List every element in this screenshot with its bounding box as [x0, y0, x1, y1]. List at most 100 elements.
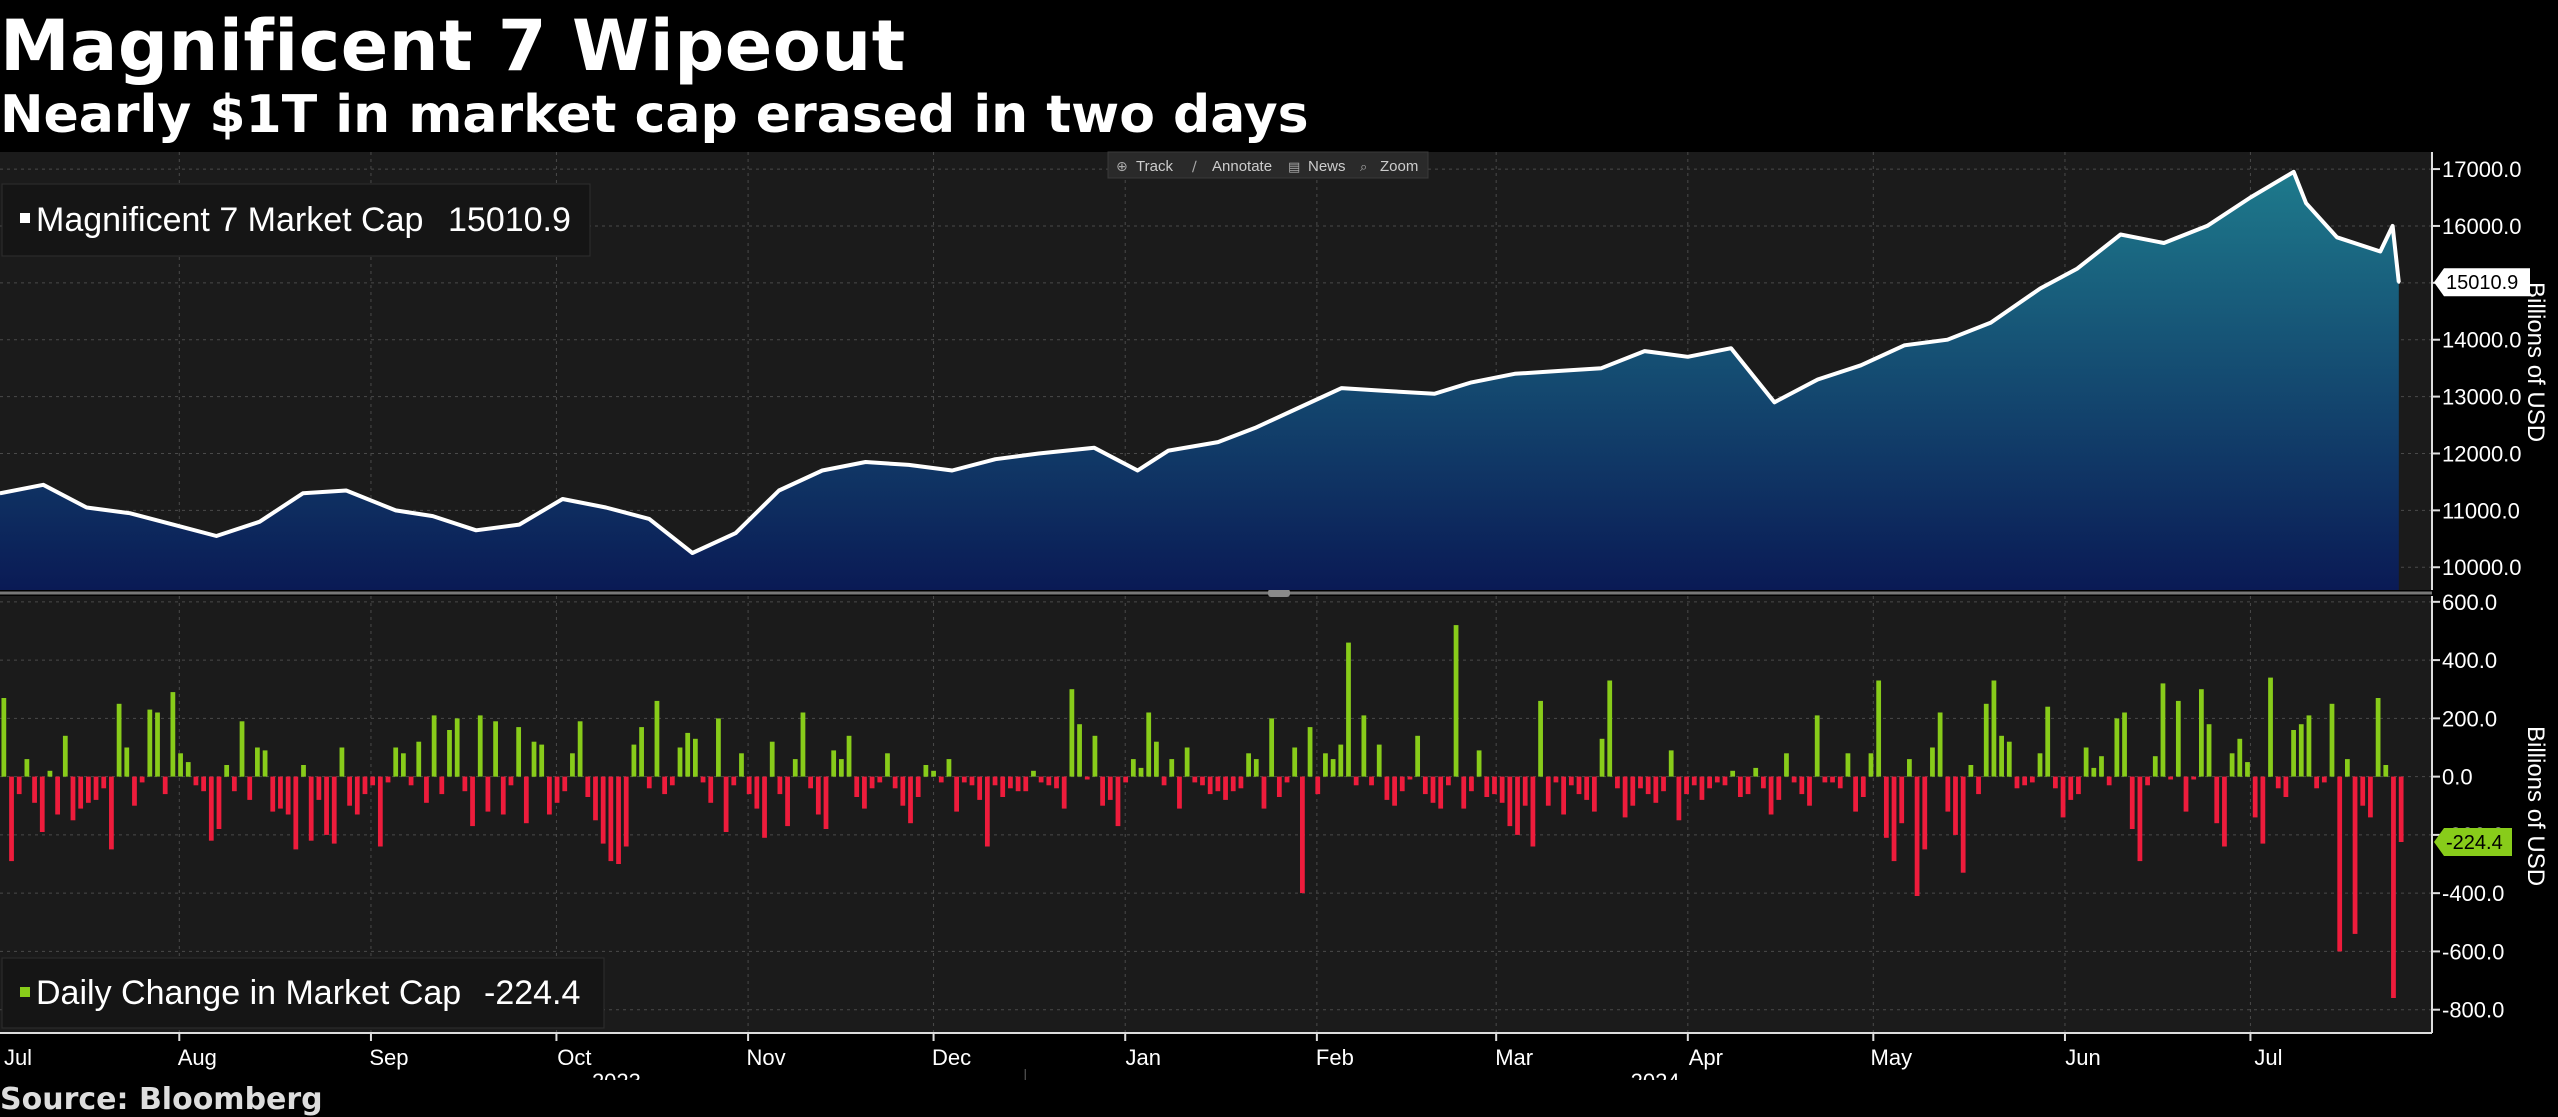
daily-change-bar [293, 776, 299, 850]
toolbar-annotate-button[interactable]: ∕ Annotate [1192, 158, 1272, 175]
panel-divider-handle[interactable] [1268, 589, 1290, 597]
daily-change-bar [1830, 776, 1835, 783]
daily-change-bar [1330, 759, 1336, 777]
x-tick-label: Sep [369, 1045, 408, 1070]
market-cap-point [734, 531, 738, 535]
daily-change-bar [631, 744, 637, 777]
market-cap-point [517, 523, 521, 527]
daily-change-bar [401, 753, 406, 777]
daily-change-bar [2106, 776, 2112, 786]
daily-change-bar [354, 776, 360, 815]
daily-change-bar [700, 776, 706, 783]
daily-change-bar [431, 715, 437, 777]
daily-change-bar [2337, 776, 2343, 952]
market-cap-point [2391, 224, 2395, 228]
daily-change-bar [1761, 776, 1766, 789]
daily-change-bar [2068, 776, 2074, 800]
daily-change-bar [1853, 776, 1858, 812]
toolbar-zoom-label: Zoom [1380, 158, 1418, 175]
daily-change-bar [1207, 776, 1213, 795]
market-cap-point [2075, 267, 2079, 271]
daily-change-bar [1300, 776, 1305, 894]
daily-change-bar [70, 776, 76, 821]
daily-change-bar [339, 747, 345, 777]
daily-change-bar [1069, 689, 1075, 777]
daily-change-bar [1545, 776, 1551, 806]
daily-change-bar [539, 744, 545, 777]
daily-change-bar [170, 692, 176, 777]
market-cap-point [474, 528, 478, 532]
lower-y-tick-label: 400.0 [2442, 648, 2497, 673]
x-tick-label: Jan [1125, 1045, 1160, 1070]
chart-canvas[interactable]: 10000.011000.012000.013000.014000.015000… [0, 150, 2558, 1080]
daily-change-bar [792, 759, 798, 777]
toolbar-zoom-button[interactable]: ⌕ Zoom [1360, 158, 1418, 175]
daily-change-bar [2252, 776, 2258, 818]
daily-change-bar [1200, 776, 1205, 786]
x-tick-label: Dec [932, 1045, 971, 1070]
chart-title: Magnificent 7 Wipeout [0, 5, 906, 87]
upper-last-value-tag: 15010.9 [2434, 268, 2530, 297]
daily-change-bar [1676, 776, 1682, 821]
daily-change-bar [639, 727, 644, 777]
daily-change-bar [39, 776, 45, 832]
x-tick-label: Jul [2254, 1045, 2282, 1070]
daily-change-bar [1453, 625, 1459, 777]
daily-change-bar [531, 741, 537, 777]
market-cap-point [1902, 343, 1906, 347]
daily-change-bar [969, 776, 975, 786]
daily-change-bar [685, 732, 691, 777]
daily-change-bar [1668, 750, 1674, 777]
daily-change-bar [570, 753, 575, 777]
daily-change-bar [2229, 753, 2235, 777]
daily-change-bar [562, 776, 568, 792]
daily-change-bar [2029, 776, 2035, 783]
daily-change-bar [662, 776, 668, 795]
daily-change-bar [600, 776, 606, 844]
daily-change-bar [984, 776, 990, 847]
daily-change-bar [393, 747, 399, 777]
daily-change-bar [2014, 776, 2020, 789]
market-cap-point [2038, 287, 2042, 291]
daily-change-bar [1845, 753, 1851, 777]
daily-change-bar [1253, 759, 1259, 777]
daily-change-bar [500, 776, 506, 815]
daily-change-bar [316, 776, 322, 800]
daily-change-bar [239, 721, 245, 777]
market-cap-point [2248, 196, 2252, 200]
daily-change-bar [2006, 741, 2012, 777]
daily-change-bar [1023, 776, 1029, 792]
x-tick-label: Aug [178, 1045, 217, 1070]
daily-change-bar [1768, 776, 1774, 815]
lower-y-tick-label: 600.0 [2442, 590, 2497, 615]
daily-change-bar [2360, 776, 2366, 806]
market-cap-point [1166, 449, 1170, 453]
daily-change-bar [1031, 770, 1036, 777]
market-cap-point [820, 469, 824, 473]
daily-change-bar [2022, 776, 2028, 786]
daily-change-bar [201, 776, 206, 792]
daily-change-bar [124, 747, 130, 777]
x-year-label: 2023 [592, 1069, 641, 1080]
x-tick-label: Feb [1316, 1045, 1354, 1070]
daily-change-bar [1638, 776, 1643, 789]
daily-change-bar [777, 776, 783, 795]
toolbar-track-button[interactable]: ⊕ Track [1116, 158, 1173, 175]
toolbar-news-button[interactable]: ▤ News [1288, 158, 1346, 175]
market-cap-point [85, 506, 89, 510]
daily-change-bar [424, 776, 429, 803]
market-cap-point [1037, 451, 1041, 455]
market-cap-point [1686, 355, 1690, 359]
lower-y-tick-label: -400.0 [2442, 881, 2504, 906]
daily-change-bar [1868, 753, 1874, 777]
daily-change-bar [2129, 776, 2135, 829]
daily-change-bar [1292, 747, 1298, 777]
daily-change-bar [1323, 753, 1328, 777]
daily-change-bar [800, 712, 806, 777]
daily-change-bar [1615, 776, 1620, 789]
daily-change-bar [554, 776, 560, 803]
daily-change-bar [2314, 776, 2320, 789]
daily-change-bar [877, 776, 883, 783]
daily-change-bar [1169, 759, 1175, 777]
market-cap-point [1469, 380, 1473, 384]
